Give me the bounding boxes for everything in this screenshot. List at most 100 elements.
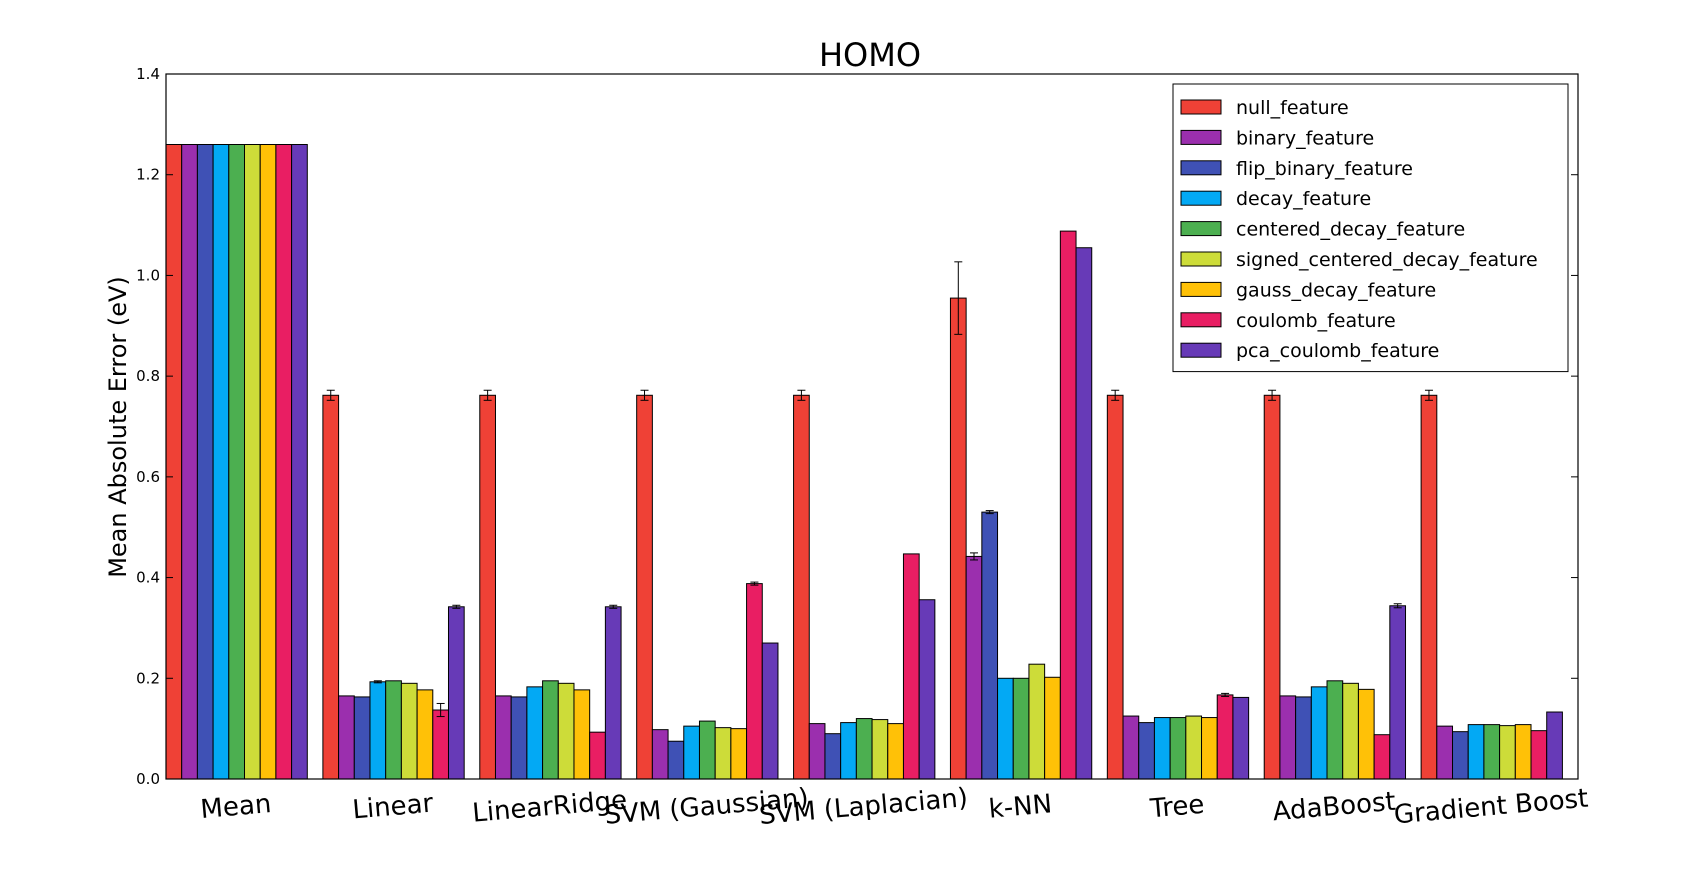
bar bbox=[196, 144, 214, 780]
legend-label: signed_centered_decay_feature bbox=[1236, 249, 1538, 271]
bar bbox=[730, 728, 748, 780]
bar bbox=[1153, 717, 1171, 780]
bar bbox=[714, 727, 732, 780]
legend-swatch bbox=[1180, 221, 1222, 237]
bar bbox=[1075, 247, 1093, 780]
bar bbox=[1232, 696, 1250, 780]
bar bbox=[338, 695, 355, 780]
bar bbox=[244, 144, 261, 780]
bar bbox=[949, 297, 967, 780]
y-tick-label: 1.4 bbox=[136, 65, 160, 83]
legend-swatch bbox=[1180, 312, 1222, 328]
bar bbox=[636, 394, 653, 780]
bar bbox=[1514, 724, 1532, 780]
bar bbox=[385, 680, 402, 780]
legend: null_feature binary_feature flip_binary_fe… bbox=[1172, 83, 1569, 373]
bar bbox=[981, 511, 999, 780]
bar bbox=[1373, 734, 1391, 780]
chart-title: HOMO bbox=[819, 36, 921, 74]
bar bbox=[353, 696, 371, 780]
y-tick-label: 0.6 bbox=[136, 468, 160, 486]
bar bbox=[667, 740, 685, 780]
bar bbox=[1106, 394, 1124, 780]
bar bbox=[165, 144, 183, 780]
bar bbox=[212, 144, 230, 780]
legend-label: centered_decay_feature bbox=[1236, 219, 1465, 241]
bar bbox=[400, 682, 418, 780]
bar bbox=[1467, 724, 1485, 780]
y-tick-label: 0.4 bbox=[136, 569, 160, 587]
bar bbox=[871, 719, 889, 780]
bar bbox=[1216, 694, 1234, 780]
y-axis-label: Mean Absolute Error (eV) bbox=[104, 276, 132, 578]
bar bbox=[965, 555, 983, 780]
legend-swatch bbox=[1180, 281, 1222, 297]
bar bbox=[1279, 695, 1297, 780]
legend-label: gauss_decay_feature bbox=[1236, 279, 1436, 301]
bar bbox=[1420, 394, 1438, 780]
bar bbox=[1452, 731, 1469, 780]
bar bbox=[1530, 730, 1548, 780]
bar bbox=[557, 682, 575, 780]
legend-swatch bbox=[1180, 129, 1222, 145]
bar bbox=[1012, 677, 1030, 780]
bar bbox=[683, 725, 700, 780]
bar bbox=[793, 394, 810, 780]
legend-label: flip_binary_feature bbox=[1236, 158, 1413, 180]
x-category-label: Linear bbox=[351, 789, 434, 826]
bar bbox=[275, 144, 293, 780]
bar bbox=[1044, 676, 1061, 780]
bar bbox=[479, 394, 496, 780]
legend-label: null_feature bbox=[1236, 97, 1349, 119]
bar bbox=[997, 677, 1014, 780]
legend-box bbox=[1172, 83, 1569, 373]
bar bbox=[840, 722, 857, 780]
plot-frame bbox=[165, 73, 1579, 780]
bar bbox=[1122, 715, 1140, 780]
bar bbox=[1436, 725, 1454, 780]
bar bbox=[855, 718, 873, 780]
bar bbox=[181, 144, 198, 780]
bar bbox=[1326, 680, 1344, 780]
bar bbox=[322, 394, 340, 780]
y-tick-label: 0.8 bbox=[136, 367, 160, 385]
bar bbox=[1138, 722, 1155, 780]
bar bbox=[1185, 715, 1203, 780]
bar bbox=[228, 144, 246, 780]
bar bbox=[1546, 711, 1563, 780]
bar bbox=[824, 733, 842, 780]
bar bbox=[1389, 605, 1407, 780]
bar bbox=[887, 723, 904, 780]
x-category-label: k-NN bbox=[988, 789, 1054, 824]
bar bbox=[259, 144, 277, 780]
x-category-label: Mean bbox=[199, 789, 272, 825]
bar bbox=[1342, 682, 1359, 780]
bar bbox=[510, 696, 528, 780]
bar bbox=[432, 709, 449, 780]
bar bbox=[526, 686, 544, 780]
bar bbox=[1483, 724, 1501, 780]
y-tick-label: 1.2 bbox=[136, 166, 160, 184]
bar bbox=[808, 723, 826, 780]
bar bbox=[902, 553, 920, 780]
bar bbox=[589, 731, 606, 780]
bar bbox=[1201, 717, 1218, 780]
bar bbox=[918, 599, 936, 780]
bar bbox=[542, 680, 559, 780]
bar bbox=[1263, 394, 1281, 780]
bar bbox=[1499, 725, 1516, 780]
y-axis-ticks: 0.0 0.2 0.4 0.6 0.8 1.0 1.2 1.4 bbox=[136, 65, 1578, 788]
bar bbox=[604, 606, 622, 780]
legend-swatch bbox=[1180, 251, 1222, 267]
bar bbox=[573, 689, 591, 780]
bar bbox=[1028, 663, 1046, 780]
legend-swatch bbox=[1180, 342, 1222, 358]
legend-label: pca_coulomb_feature bbox=[1236, 340, 1439, 362]
legend-swatch bbox=[1180, 99, 1222, 115]
y-tick-label: 0.2 bbox=[136, 669, 160, 687]
y-tick-label: 0.0 bbox=[136, 770, 160, 788]
bar bbox=[761, 642, 779, 780]
legend-swatch bbox=[1180, 190, 1222, 206]
error-bars-group bbox=[326, 261, 1433, 718]
